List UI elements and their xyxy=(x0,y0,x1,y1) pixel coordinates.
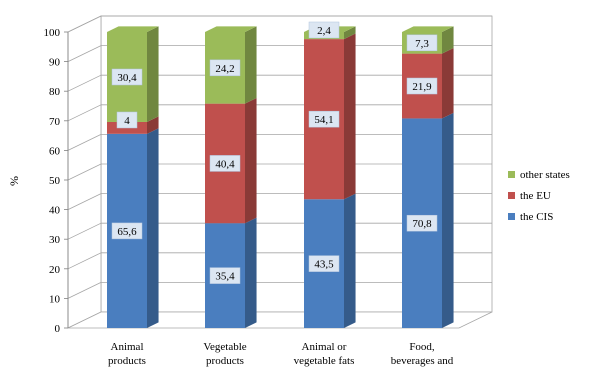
data-label: 70,8 xyxy=(412,218,432,230)
data-label-box xyxy=(116,111,138,129)
bar-side-the-EU xyxy=(245,98,257,224)
x-tick-label: Food, beverages and xyxy=(391,341,454,367)
data-label: 43,5 xyxy=(314,259,334,271)
gridline-side xyxy=(67,134,102,151)
data-label-box xyxy=(406,77,438,95)
bar-side-other-states xyxy=(245,26,257,104)
bar-side-other-states xyxy=(147,26,159,122)
y-tick-label: 60 xyxy=(49,145,61,157)
data-label-box xyxy=(406,34,438,52)
y-tick-label: 70 xyxy=(49,116,61,128)
bar-side-the-CIS xyxy=(245,217,257,328)
y-tick-label: 100 xyxy=(44,27,61,39)
data-label-box xyxy=(209,59,241,77)
data-label: 24,2 xyxy=(215,63,234,75)
bar-side-other-states xyxy=(344,26,356,40)
data-label-box xyxy=(209,155,241,172)
bar-side-the-CIS xyxy=(344,193,356,328)
data-label: 4 xyxy=(124,115,130,127)
y-tick-label: 30 xyxy=(49,234,61,246)
y-tick-label: 0 xyxy=(55,323,61,335)
gridline-side xyxy=(67,15,102,33)
data-label: 65,6 xyxy=(117,226,137,238)
y-tick-label: 50 xyxy=(49,175,61,187)
y-axis-label: % xyxy=(7,176,21,186)
data-label-box xyxy=(406,214,438,232)
bar-side-the-EU xyxy=(344,33,356,200)
data-label-box xyxy=(308,255,340,272)
bar-side-the-EU xyxy=(442,48,454,119)
data-label-box xyxy=(111,68,143,86)
data-label-box xyxy=(308,21,340,39)
legend-swatch xyxy=(508,192,515,199)
data-label: 21,9 xyxy=(412,81,432,93)
data-label: 54,1 xyxy=(314,114,333,126)
bar-side-other-states xyxy=(442,26,454,54)
y-tick-label: 90 xyxy=(49,57,61,69)
gridline-side xyxy=(67,74,102,92)
data-label: 2,4 xyxy=(317,25,331,37)
y-tick-label: 20 xyxy=(49,264,61,276)
y-tick-label: 80 xyxy=(49,86,61,98)
data-label: 40,4 xyxy=(215,158,235,170)
gridline-side xyxy=(67,222,102,240)
gridline-side xyxy=(67,252,102,270)
data-label: 30,4 xyxy=(117,72,137,84)
data-label: 35,4 xyxy=(215,271,235,283)
data-label-box xyxy=(111,222,143,240)
legend-swatch xyxy=(508,213,515,220)
data-label-box xyxy=(209,267,241,284)
legend-swatch xyxy=(508,171,515,178)
y-tick-label: 10 xyxy=(49,293,61,305)
legend-label: other states xyxy=(520,169,570,181)
bar-top xyxy=(205,26,257,32)
legend-label: the CIS xyxy=(520,211,553,223)
bar-side-the-EU xyxy=(147,116,159,134)
bar-side-the-CIS xyxy=(442,112,454,328)
x-tick-label: Vegetable products xyxy=(203,341,246,367)
data-label: 7,3 xyxy=(415,38,429,50)
legend-label: the EU xyxy=(520,190,551,202)
gridline-side xyxy=(67,282,102,299)
gridline-side xyxy=(67,104,102,122)
gridline-side xyxy=(67,45,102,62)
gridline-side xyxy=(67,163,102,181)
data-label-box xyxy=(308,110,340,128)
bar-side-the-CIS xyxy=(147,128,159,328)
bar-top xyxy=(402,26,454,32)
x-tick-label: Animal products xyxy=(108,341,146,367)
bar-top xyxy=(107,26,159,32)
y-tick-label: 40 xyxy=(49,205,61,217)
x-tick-label: Animal or vegetable fats xyxy=(294,341,355,367)
gridline-side xyxy=(67,193,102,210)
